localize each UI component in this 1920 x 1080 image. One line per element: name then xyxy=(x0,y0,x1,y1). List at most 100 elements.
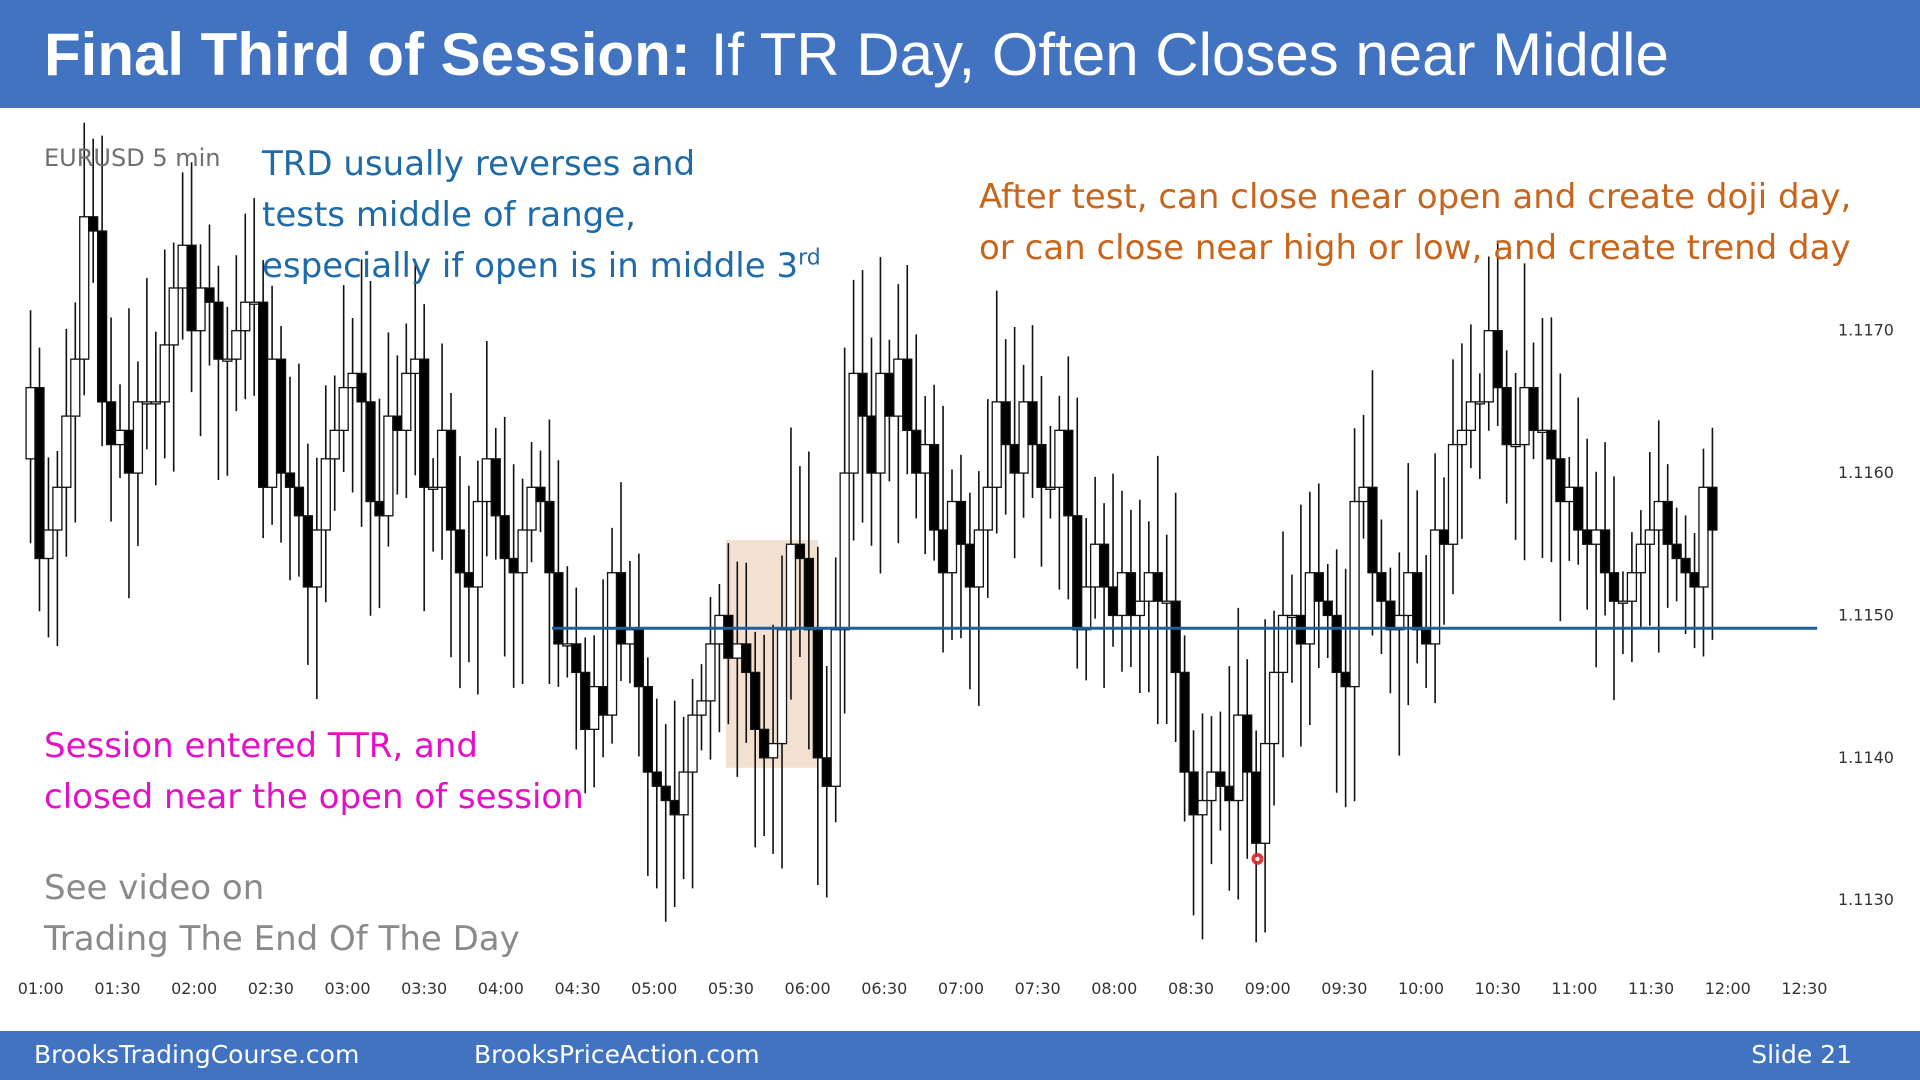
note-gray-line: See video on xyxy=(44,868,265,908)
bear-candle xyxy=(884,372,895,417)
footer-link-trading-course[interactable]: BrooksTradingCourse.com xyxy=(34,1040,360,1069)
bull-candle xyxy=(222,358,233,362)
bull-candle xyxy=(848,372,859,474)
bull-candle xyxy=(70,358,81,417)
bull-candle xyxy=(410,358,421,375)
bear-candle xyxy=(275,358,287,474)
slide-number: Slide 21 xyxy=(1751,1040,1852,1069)
bear-candle xyxy=(633,629,645,688)
bull-candle xyxy=(1465,401,1477,432)
bull-candle xyxy=(1537,429,1548,434)
bull-candle xyxy=(696,700,707,716)
bear-candle xyxy=(821,757,832,787)
bull-candle xyxy=(1635,543,1647,574)
footer-link-price-action[interactable]: BrooksPriceAction.com xyxy=(474,1040,760,1069)
bear-candle xyxy=(553,572,564,645)
note-gray: See video on Trading The End Of The Day xyxy=(44,863,520,965)
bear-candle xyxy=(1215,771,1226,787)
bear-candle xyxy=(1671,543,1682,560)
bear-candle xyxy=(356,372,367,403)
note-blue-line: especially if open is in middle 3 xyxy=(262,246,799,286)
bear-candle xyxy=(1438,529,1450,545)
bear-candle xyxy=(651,771,662,787)
bull-candle xyxy=(1206,771,1217,802)
bear-candle xyxy=(365,401,376,503)
bull-candle xyxy=(231,330,242,360)
bear-candle xyxy=(1072,515,1083,631)
bull-candle xyxy=(383,415,394,517)
bear-candle xyxy=(1582,529,1593,545)
bull-candle xyxy=(1698,486,1709,588)
bull-candle xyxy=(427,486,439,490)
bull-candle xyxy=(875,372,886,474)
bear-candle xyxy=(123,429,135,474)
bull-candle xyxy=(141,401,153,405)
bull-candle xyxy=(1519,386,1530,446)
y-tick-label: 1.1140 xyxy=(1838,748,1894,767)
bull-candle xyxy=(1286,614,1298,619)
bull-candle xyxy=(320,458,331,531)
bear-candle xyxy=(544,500,555,574)
note-orange: After test, can close near open and crea… xyxy=(979,172,1851,274)
note-gray-line: Trading The End Of The Day xyxy=(44,919,520,959)
bear-candle xyxy=(1063,429,1074,517)
bull-candle xyxy=(624,629,636,645)
bull-candle xyxy=(1474,401,1485,405)
x-tick-label: 12:00 xyxy=(1705,979,1751,998)
bear-candle xyxy=(1680,557,1691,574)
bear-candle xyxy=(1027,401,1038,446)
x-tick-label: 07:00 xyxy=(938,979,984,998)
y-tick-label: 1.1170 xyxy=(1838,321,1894,340)
bear-candle xyxy=(741,643,752,674)
bear-candle xyxy=(1573,486,1584,531)
bull-candle xyxy=(946,500,958,574)
bear-candle xyxy=(669,799,680,816)
bull-candle xyxy=(266,358,278,488)
bull-candle xyxy=(150,401,161,405)
x-tick-label: 09:30 xyxy=(1321,979,1367,998)
bull-candle xyxy=(732,643,743,659)
symbol-label: EURUSD 5 min xyxy=(44,144,221,172)
bear-candle xyxy=(955,500,967,545)
bull-candle xyxy=(1483,330,1494,403)
bull-candle xyxy=(132,401,144,474)
y-tick-label: 1.1150 xyxy=(1838,605,1894,624)
bull-candle xyxy=(1233,714,1244,802)
bull-candle xyxy=(589,685,600,730)
bull-candle xyxy=(776,629,788,745)
bull-candle xyxy=(436,429,448,488)
bear-candle xyxy=(96,230,108,403)
slide-title: Final Third of Session: If TR Day, Often… xyxy=(0,0,1920,108)
bear-candle xyxy=(1098,543,1110,588)
x-tick-label: 08:30 xyxy=(1168,979,1214,998)
bull-candle xyxy=(1197,799,1208,816)
x-tick-label: 06:00 xyxy=(785,979,831,998)
y-tick-label: 1.1130 xyxy=(1838,890,1894,909)
bear-candle xyxy=(1412,572,1423,631)
bear-candle xyxy=(1546,429,1557,460)
bull-candle xyxy=(1116,572,1128,617)
bear-candle xyxy=(1107,586,1119,617)
bear-candle xyxy=(293,486,305,517)
bear-candle xyxy=(1036,443,1047,488)
note-orange-line: After test, can close near open and crea… xyxy=(979,177,1852,217)
bull-candle xyxy=(1403,572,1414,617)
bull-candle xyxy=(1456,429,1468,446)
bull-candle xyxy=(1304,572,1315,645)
bear-candle xyxy=(1152,572,1163,602)
bear-candle xyxy=(204,287,215,303)
bull-candle xyxy=(249,301,260,305)
bear-candle xyxy=(105,401,117,446)
bull-candle xyxy=(1134,600,1146,617)
bull-candle xyxy=(1349,500,1360,688)
bull-candle xyxy=(177,244,188,289)
x-tick-label: 04:00 xyxy=(478,979,524,998)
title-bold-part: Final Third of Session: xyxy=(44,20,691,88)
bear-candle xyxy=(1188,771,1199,816)
bull-candle xyxy=(311,529,322,588)
x-tick-label: 07:30 xyxy=(1015,979,1061,998)
bull-candle xyxy=(401,372,412,432)
bull-candle xyxy=(606,572,618,716)
x-tick-label: 01:00 xyxy=(18,979,64,998)
